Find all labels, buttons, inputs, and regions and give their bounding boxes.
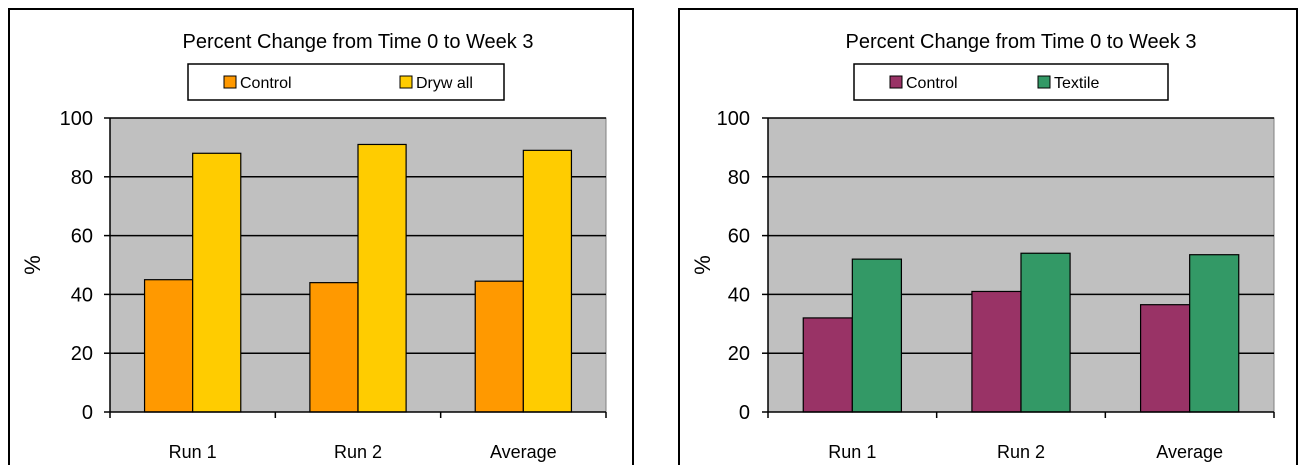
bar xyxy=(474,280,524,413)
bar xyxy=(522,149,573,413)
legend-entry: Textile xyxy=(1054,75,1099,92)
legend-entry: Control xyxy=(906,75,958,92)
y-tick-label: 80 xyxy=(728,167,750,189)
legend-box xyxy=(853,63,1169,101)
x-tick-label: Run 2 xyxy=(334,442,382,462)
y-tick-label: 20 xyxy=(71,343,93,365)
bar xyxy=(1189,254,1240,413)
x-tick-label: Average xyxy=(490,442,557,462)
y-tick-label: 40 xyxy=(71,284,93,306)
y-axis-label: % xyxy=(20,255,45,275)
legend-box xyxy=(187,63,505,101)
bar xyxy=(192,152,242,413)
chart-svg-right: Percent Change from Time 0 to Week 3 Cont… xyxy=(690,31,1275,462)
legend-swatch xyxy=(399,75,413,89)
legend-swatch xyxy=(1037,75,1051,89)
bar xyxy=(971,290,1022,413)
chart-title: Percent Change from Time 0 to Week 3 xyxy=(183,31,534,53)
y-tick-label: 60 xyxy=(728,226,750,248)
y-tick-label: 20 xyxy=(728,343,750,365)
y-tick-label: 100 xyxy=(60,108,93,130)
bar xyxy=(309,282,359,413)
y-tick-label: 100 xyxy=(717,108,750,130)
legend-entry: Dryw all xyxy=(416,75,473,92)
y-tick-label: 0 xyxy=(739,402,750,424)
bar xyxy=(143,279,194,413)
y-tick-label: 80 xyxy=(71,167,93,189)
chart-panel-dryw-all: Percent Change from Time 0 to Week 3 Cont… xyxy=(8,8,634,465)
bar xyxy=(1020,252,1071,413)
x-tick-label: Run 1 xyxy=(169,442,217,462)
chart-svg-left: Percent Change from Time 0 to Week 3 Cont… xyxy=(20,31,607,462)
legend-swatch xyxy=(889,75,903,89)
y-tick-label: 60 xyxy=(71,226,93,248)
bar xyxy=(851,258,903,413)
bar xyxy=(357,143,407,413)
chart-panel-textile: Percent Change from Time 0 to Week 3 Cont… xyxy=(678,8,1298,465)
y-axis-label: % xyxy=(690,255,715,275)
y-tick-label: 40 xyxy=(728,284,750,306)
legend-entry: Control xyxy=(240,75,292,92)
x-tick-label: Average xyxy=(1156,442,1223,462)
x-tick-label: Run 1 xyxy=(828,442,876,462)
legend-swatch xyxy=(223,75,237,89)
x-tick-label: Run 2 xyxy=(997,442,1045,462)
y-tick-label: 0 xyxy=(82,402,93,424)
chart-title: Percent Change from Time 0 to Week 3 xyxy=(846,31,1197,53)
bar xyxy=(1139,304,1191,413)
bar xyxy=(802,317,853,413)
